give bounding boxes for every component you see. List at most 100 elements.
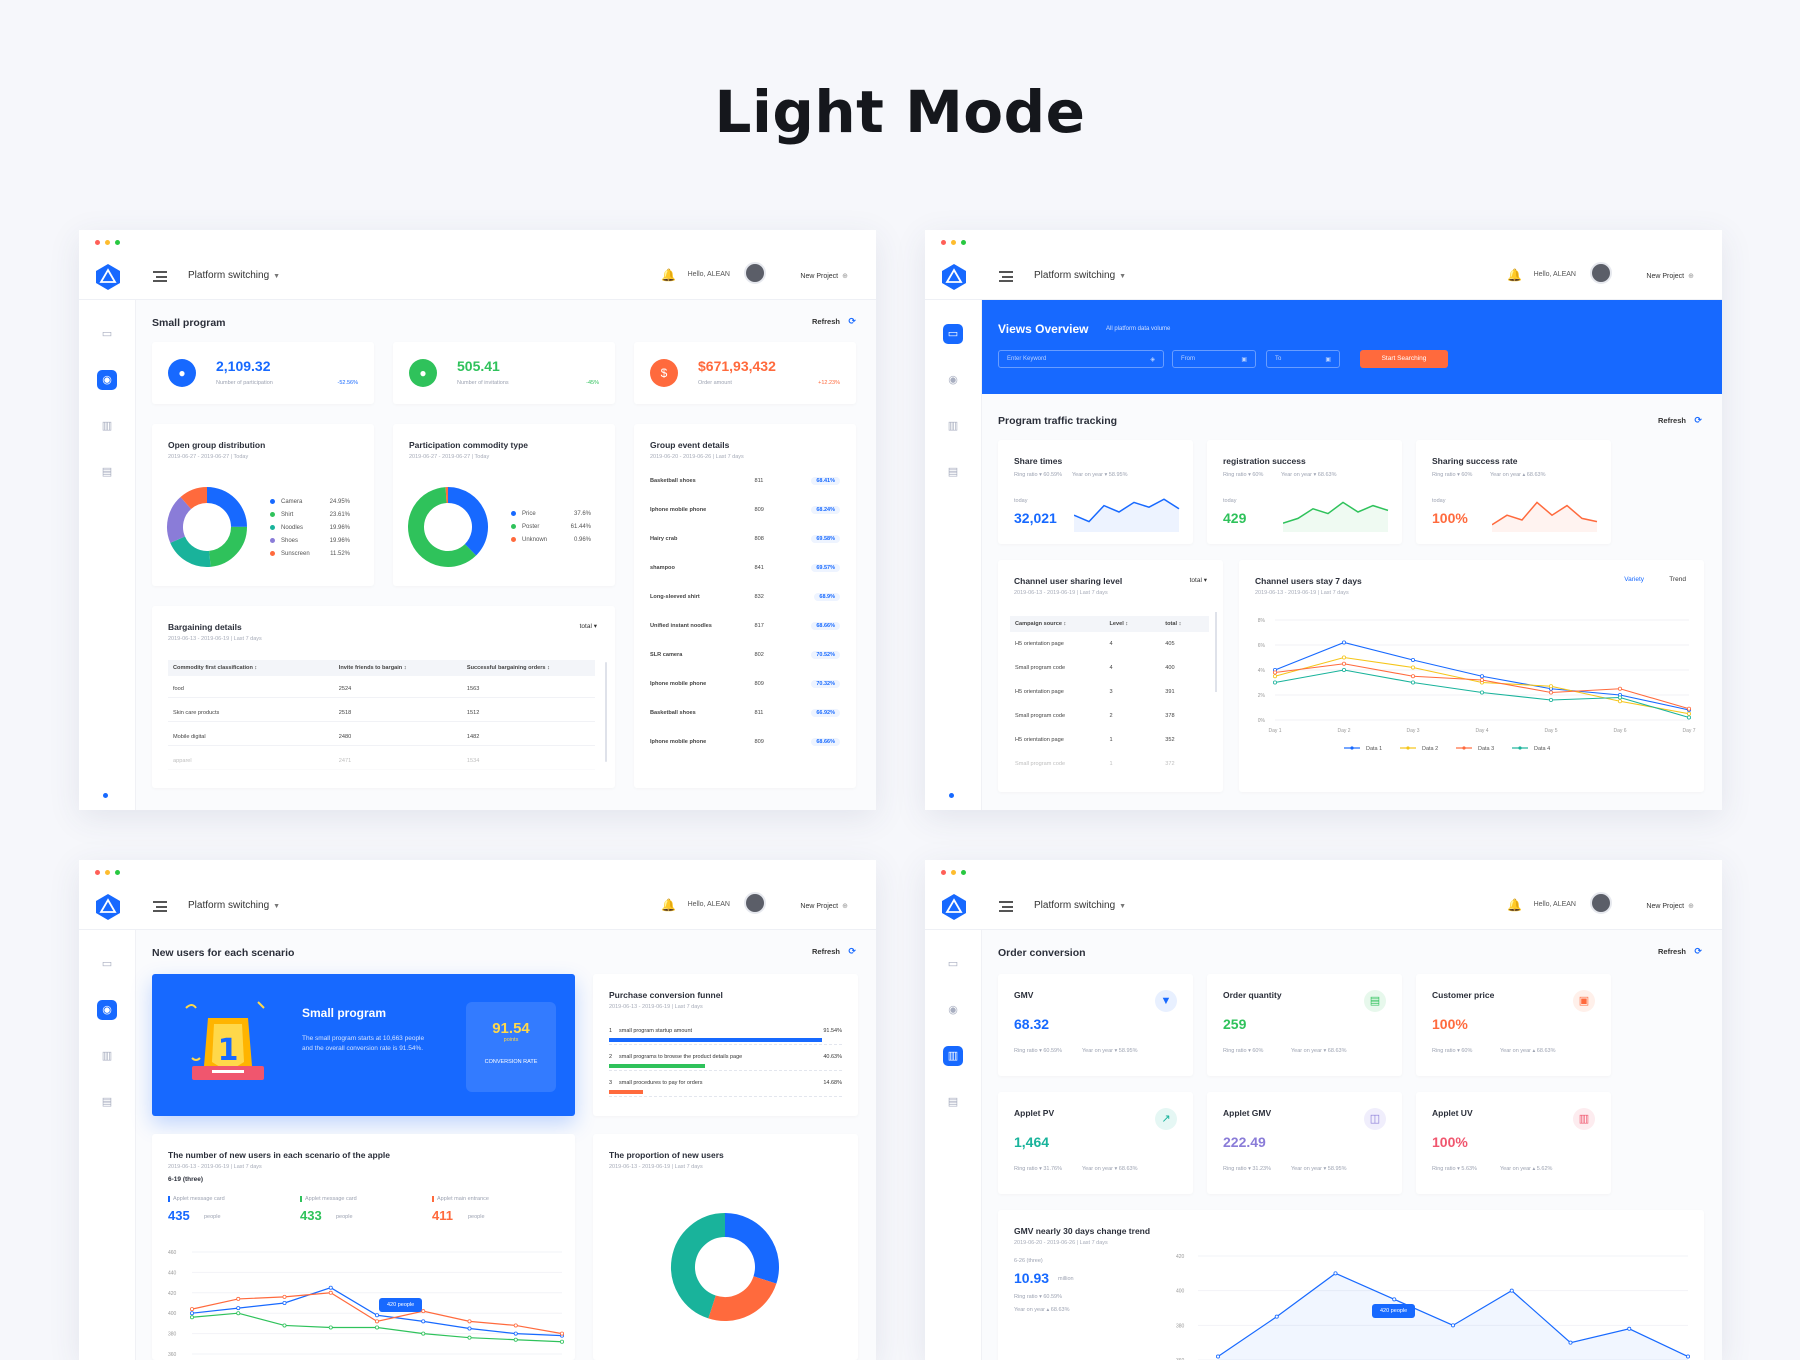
column-header[interactable]: Successful bargaining orders ↕ xyxy=(466,665,550,671)
data-point[interactable] xyxy=(1342,640,1347,645)
tab-trend[interactable]: Trend xyxy=(1669,576,1686,583)
platform-switcher[interactable]: Platform switching ▼ xyxy=(188,900,281,911)
menu-toggle-icon[interactable] xyxy=(999,901,1013,912)
list-item[interactable]: Unified instant noodles 817 68.66% xyxy=(650,619,840,633)
data-point[interactable] xyxy=(1410,665,1415,670)
column-header[interactable]: Level ↕ xyxy=(1109,621,1129,627)
pie-slice[interactable] xyxy=(408,487,477,567)
data-point[interactable] xyxy=(559,1339,564,1344)
avatar[interactable] xyxy=(1590,262,1612,284)
data-point[interactable] xyxy=(374,1325,379,1330)
list-item[interactable]: Iphone mobile phone 809 68.24% xyxy=(650,503,840,517)
bell-icon[interactable]: 🔔 xyxy=(1507,898,1522,912)
refresh-button[interactable]: Refresh xyxy=(1658,415,1702,426)
sidebar-item-stats[interactable]: ▥ xyxy=(943,1046,963,1066)
new-project-button[interactable]: New Project xyxy=(1646,902,1694,910)
data-point[interactable] xyxy=(467,1326,472,1331)
data-point[interactable] xyxy=(1410,680,1415,685)
total-filter[interactable]: total ▾ xyxy=(579,623,597,630)
pie-slice[interactable] xyxy=(206,487,247,528)
data-point[interactable] xyxy=(421,1319,426,1324)
data-point[interactable] xyxy=(282,1301,287,1306)
menu-toggle-icon[interactable] xyxy=(153,901,167,912)
pie-slice[interactable] xyxy=(724,1213,779,1284)
table-row[interactable]: H5 orientation page 1 352 xyxy=(1010,732,1209,748)
data-point[interactable] xyxy=(513,1337,518,1342)
pie-slice[interactable] xyxy=(708,1275,777,1321)
list-item[interactable]: Long-sleeved shirt 832 68.9% xyxy=(650,590,840,604)
data-point[interactable] xyxy=(1568,1340,1573,1345)
list-item[interactable]: SLR camera 802 70.52% xyxy=(650,648,840,662)
data-point[interactable] xyxy=(374,1313,379,1318)
pie-slice[interactable] xyxy=(167,497,192,543)
data-point[interactable] xyxy=(282,1294,287,1299)
list-item[interactable]: Iphone mobile phone 809 70.32% xyxy=(650,677,840,691)
data-point[interactable] xyxy=(328,1285,333,1290)
total-filter[interactable]: total ▾ xyxy=(1189,577,1207,584)
data-point[interactable] xyxy=(190,1311,195,1316)
data-point[interactable] xyxy=(1273,674,1278,679)
data-point[interactable] xyxy=(1273,670,1278,675)
list-item[interactable]: Hairy crab 808 69.58% xyxy=(650,532,840,546)
table-row[interactable]: Small program code 4 400 xyxy=(1010,660,1209,676)
data-point[interactable] xyxy=(513,1323,518,1328)
window-controls[interactable] xyxy=(941,870,966,875)
data-point[interactable] xyxy=(1479,674,1484,679)
data-point[interactable] xyxy=(236,1306,241,1311)
data-point[interactable] xyxy=(421,1331,426,1336)
bell-icon[interactable]: 🔔 xyxy=(661,898,676,912)
funnel-step[interactable]: 2 small programs to browse the product de… xyxy=(609,1054,842,1074)
data-point[interactable] xyxy=(1617,686,1622,691)
start-searching-button[interactable]: Start Searching xyxy=(1360,350,1448,368)
funnel-step[interactable]: 3 small procedures to pay for orders 14.68… xyxy=(609,1080,842,1100)
sidebar-item-files[interactable]: ▤ xyxy=(947,1096,959,1108)
data-point[interactable] xyxy=(1686,715,1691,720)
table-row[interactable]: Small program code 1 372 xyxy=(1010,756,1209,772)
pie-slice[interactable] xyxy=(180,487,208,510)
data-point[interactable] xyxy=(1627,1326,1632,1331)
data-point[interactable] xyxy=(467,1335,472,1340)
sidebar-item-stats[interactable]: ▥ xyxy=(101,1050,113,1062)
tab-variety[interactable]: Variety xyxy=(1624,576,1644,583)
sidebar-item-program[interactable]: ◉ xyxy=(948,374,958,386)
scrollbar[interactable] xyxy=(1215,612,1217,692)
sidebar-item-files[interactable]: ▤ xyxy=(947,466,959,478)
keyword-input[interactable]: Enter Keyword ◈ xyxy=(998,350,1164,368)
data-point[interactable] xyxy=(374,1319,379,1324)
data-point[interactable] xyxy=(236,1296,241,1301)
table-row[interactable]: H5 orientation page 3 391 xyxy=(1010,684,1209,700)
data-point[interactable] xyxy=(190,1307,195,1312)
new-project-button[interactable]: New Project xyxy=(1646,272,1694,280)
data-point[interactable] xyxy=(1509,1288,1514,1293)
to-date-input[interactable]: To ▣ xyxy=(1266,350,1340,368)
refresh-button[interactable]: Refresh xyxy=(812,946,856,957)
data-point[interactable] xyxy=(1617,695,1622,700)
avatar[interactable] xyxy=(1590,892,1612,914)
column-header[interactable]: total ↕ xyxy=(1165,621,1182,627)
data-point[interactable] xyxy=(559,1331,564,1336)
from-date-input[interactable]: From ▣ xyxy=(1172,350,1256,368)
data-point[interactable] xyxy=(1548,684,1553,689)
data-point[interactable] xyxy=(1274,1314,1279,1319)
window-controls[interactable] xyxy=(95,870,120,875)
sidebar-item-program[interactable]: ◉ xyxy=(97,370,117,390)
data-point[interactable] xyxy=(421,1309,426,1314)
window-controls[interactable] xyxy=(95,240,120,245)
data-point[interactable] xyxy=(1333,1271,1338,1276)
table-row[interactable]: H5 orientation page 4 405 xyxy=(1010,636,1209,652)
sidebar-item-files[interactable]: ▤ xyxy=(101,1096,113,1108)
table-row[interactable]: Small program code 2 378 xyxy=(1010,708,1209,724)
pie-slice[interactable] xyxy=(447,487,488,556)
column-header[interactable]: Invite friends to bargain ↕ xyxy=(338,665,407,671)
sidebar-item-program[interactable]: ◉ xyxy=(948,1004,958,1016)
column-header[interactable]: Commodity first classification ↕ xyxy=(173,665,258,671)
data-point[interactable] xyxy=(513,1331,518,1336)
pie-slice[interactable] xyxy=(208,526,247,567)
list-item[interactable]: Basketball shoes 811 68.41% xyxy=(650,474,840,488)
data-point[interactable] xyxy=(1479,690,1484,695)
data-point[interactable] xyxy=(1410,658,1415,663)
data-point[interactable] xyxy=(1479,678,1484,683)
scrollbar[interactable] xyxy=(605,662,607,762)
data-point[interactable] xyxy=(1392,1297,1397,1302)
refresh-button[interactable]: Refresh xyxy=(1658,946,1702,957)
